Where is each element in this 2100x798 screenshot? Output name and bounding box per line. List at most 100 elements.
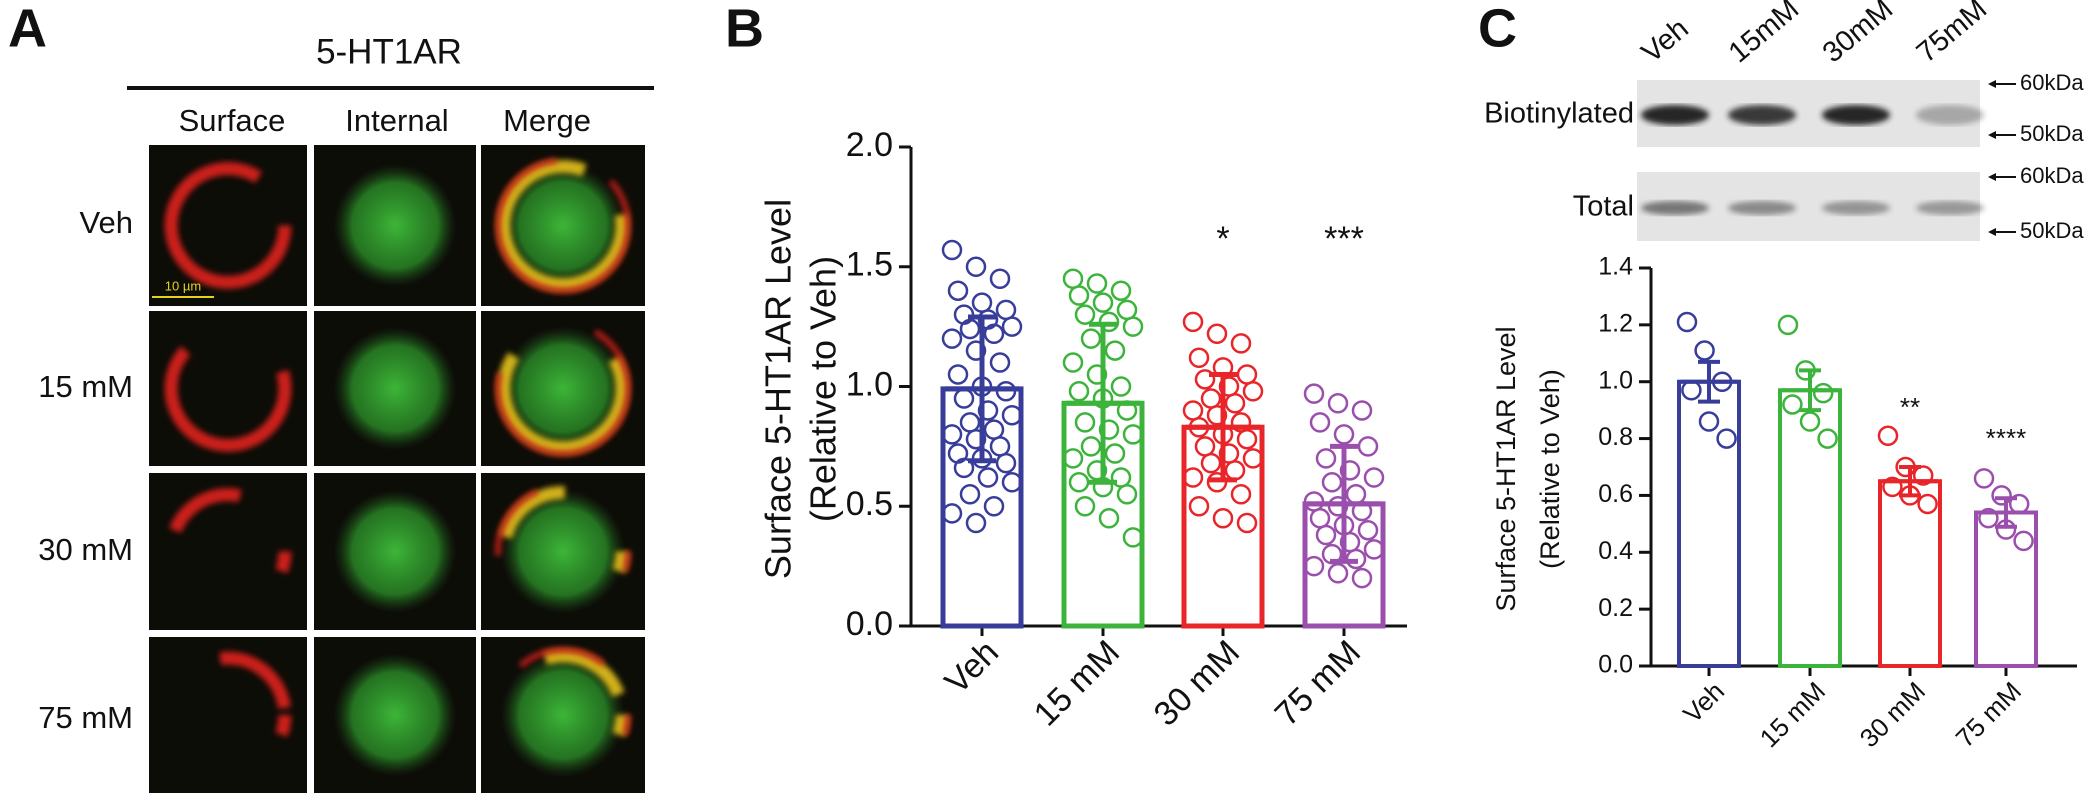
- data-point: [1327, 563, 1349, 584]
- data-point: [1339, 460, 1361, 481]
- data-point: [1068, 285, 1090, 306]
- data-point: [1116, 299, 1138, 321]
- y-tick-label: 1.5: [846, 246, 893, 284]
- data-point: [1116, 484, 1138, 505]
- internal-signal: [333, 164, 457, 287]
- data-point: [971, 292, 993, 313]
- blot-band: [1728, 105, 1796, 125]
- data-point: [995, 299, 1017, 321]
- data-point: [1782, 394, 1803, 415]
- data-point: [1351, 400, 1373, 421]
- data-point: [983, 496, 1005, 517]
- significance: **: [1900, 392, 1920, 422]
- data-point: [1991, 485, 2012, 506]
- internal-signal: [333, 327, 457, 450]
- y-tick-label: 1.2: [1598, 309, 1633, 337]
- data-point: [1104, 340, 1126, 361]
- marker-label: 60kDa: [2020, 163, 2084, 188]
- data-point: [1345, 484, 1367, 505]
- y-tick-label: 0.0: [1598, 651, 1633, 679]
- blot-band: [1728, 201, 1796, 215]
- data-point: [941, 239, 963, 261]
- data-point: [1182, 467, 1204, 488]
- data-point: [1098, 507, 1120, 529]
- data-point: [1074, 304, 1096, 325]
- data-point: [1068, 381, 1090, 402]
- data-point: [1812, 382, 1834, 404]
- surface-signal: [497, 649, 629, 781]
- data-point: [1068, 472, 1090, 493]
- lane-label: 15mM: [1723, 0, 1805, 69]
- data-point: [1242, 381, 1264, 402]
- blot-band: [1822, 105, 1890, 125]
- data-point: [1182, 311, 1204, 333]
- significance: ***: [1324, 220, 1364, 258]
- data-point: [1074, 496, 1096, 517]
- y-tick-label: 0.6: [1598, 480, 1633, 508]
- blot-row-label: Total: [1573, 191, 1634, 223]
- data-point: [1882, 476, 1903, 498]
- data-point: [1080, 436, 1102, 457]
- data-point: [941, 424, 963, 445]
- micrograph: [314, 473, 476, 630]
- y-tick-label: 0.0: [846, 605, 893, 643]
- data-point: [1303, 383, 1325, 404]
- data-point: [1206, 404, 1228, 426]
- row-label: 75 mM: [38, 700, 133, 735]
- y-axis-label: (Relative to Veh): [1535, 369, 1565, 569]
- data-point: [1200, 388, 1222, 409]
- micrograph: [149, 473, 307, 630]
- marker-arrowhead: [1988, 173, 1996, 181]
- data-point: [1001, 316, 1023, 337]
- bar: [1878, 479, 1942, 669]
- data-point: [1001, 404, 1023, 426]
- data-point: [1357, 519, 1379, 541]
- data-point: [1062, 448, 1084, 469]
- surface-signal: [494, 646, 632, 784]
- surface-signal: [497, 485, 629, 618]
- data-point: [1912, 465, 1934, 486]
- data-point: [947, 364, 969, 385]
- data-point: [1309, 412, 1331, 433]
- data-point: [1188, 496, 1210, 517]
- panel-letter: C: [1478, 0, 1517, 58]
- internal-signal: [501, 326, 625, 451]
- x-tick-label: 15 mM: [1027, 633, 1127, 733]
- internal-signal: [333, 490, 457, 613]
- error-bar: [1782, 368, 1838, 413]
- error-bar: [1882, 465, 1938, 498]
- lane-label: 30mM: [1817, 0, 1899, 69]
- data-point: [2013, 530, 2034, 552]
- internal-signal: [501, 489, 625, 614]
- error-bar: [1978, 496, 2034, 529]
- micrograph: [149, 311, 307, 466]
- data-point: [1777, 314, 1799, 336]
- data-point: [1973, 468, 1995, 489]
- data-point: [1086, 273, 1108, 294]
- significance: *: [1216, 220, 1229, 258]
- data-point: [1182, 400, 1204, 421]
- data-point: [941, 503, 963, 524]
- x-tick-label: 30 mM: [1854, 676, 1931, 753]
- data-point: [1978, 507, 1999, 529]
- bar: [1677, 379, 1741, 668]
- surface-signal: [497, 159, 629, 292]
- data-point: [941, 328, 963, 349]
- data-point: [965, 512, 987, 534]
- lane-label: Veh: [1636, 13, 1695, 70]
- data-point: [1194, 369, 1216, 390]
- micrograph: [314, 311, 476, 466]
- data-point: [1122, 316, 1144, 337]
- data-point: [1236, 428, 1258, 450]
- data-point: [1122, 424, 1144, 445]
- data-point: [1716, 428, 1737, 449]
- internal-signal: [501, 163, 625, 288]
- blot-band: [1641, 201, 1709, 215]
- y-axis-label: Surface 5-HT1AR Level: [1491, 326, 1521, 611]
- data-point: [1917, 493, 1938, 515]
- bar: [1778, 388, 1842, 668]
- lane-label: 75mM: [1911, 0, 1993, 69]
- surface-signal: [494, 157, 632, 294]
- marker-label: 50kDa: [2020, 121, 2084, 146]
- error-bar: [1307, 443, 1381, 564]
